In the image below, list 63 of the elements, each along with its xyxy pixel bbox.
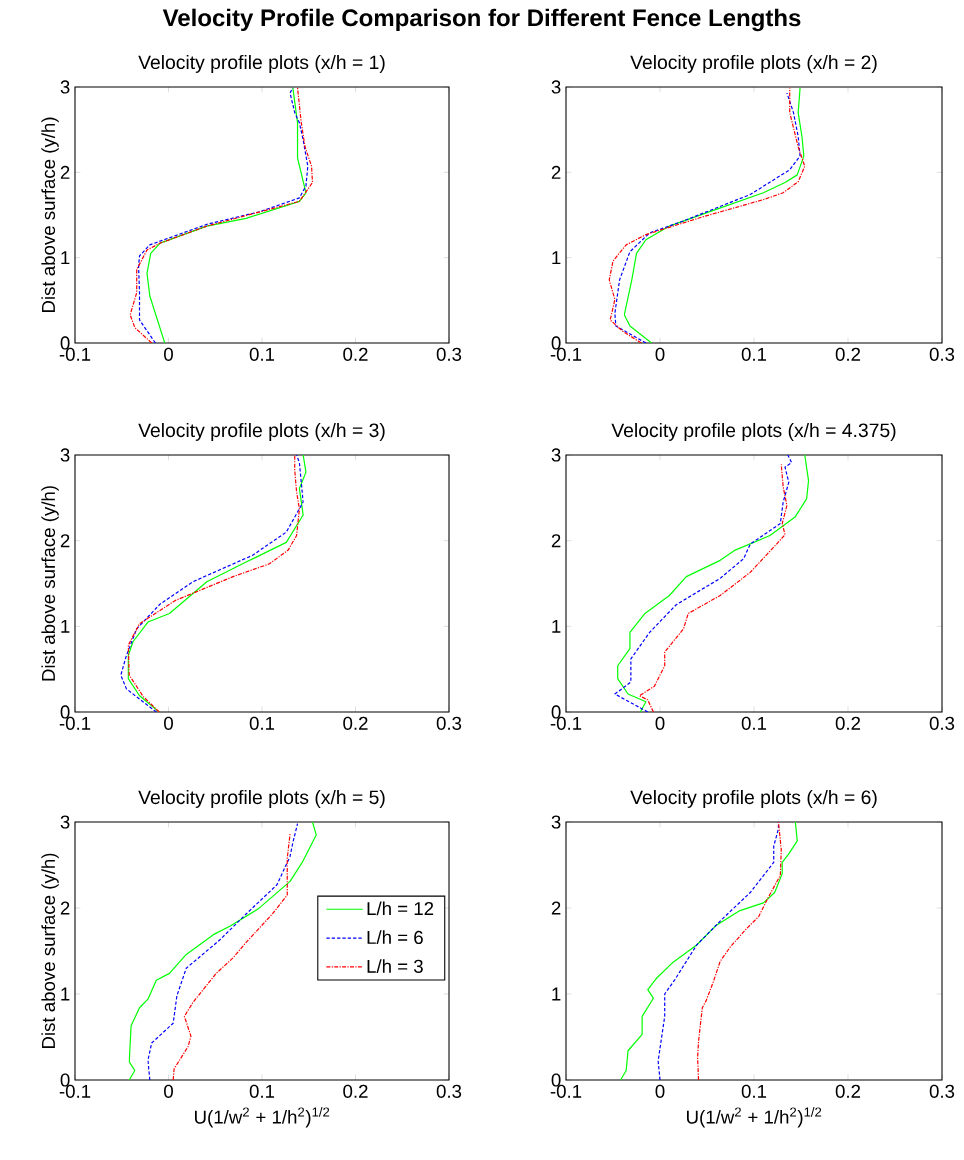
- x-tick-label: 0.1: [741, 1084, 767, 1098]
- chart-title: Velocity profile plots (x/h = 5): [138, 789, 385, 808]
- x-tick-label: 0.3: [436, 347, 462, 361]
- chart-title: Velocity profile plots (x/h = 4.375): [611, 422, 896, 441]
- y-tick-label: 1: [61, 619, 70, 633]
- y-tick-label: 1: [552, 251, 561, 265]
- y-axis-title: Dist above surface (y/h): [41, 486, 59, 681]
- x-axis-title: U(1/w$^{2}$ + 1/h$^{2}$)$^{1/2}$: [687, 1107, 822, 1128]
- x-tick-label: 0.3: [436, 716, 462, 730]
- x-tick-label: 0.3: [436, 1084, 462, 1098]
- y-tick-label: 3: [551, 448, 561, 462]
- y-tick-label: 2: [551, 534, 561, 548]
- x-tick-label: 0.1: [741, 347, 767, 361]
- y-tick-label: 3: [551, 815, 561, 829]
- x-tick-label: 0: [164, 1084, 173, 1098]
- x-tick-label: 0.2: [343, 1084, 368, 1098]
- x-tick-label: 0: [164, 716, 173, 730]
- y-tick-label: 2: [551, 901, 561, 915]
- line-series: [147, 823, 299, 1080]
- y-tick-label: 2: [60, 165, 70, 179]
- chart-title: Velocity profile plots (x/h = 3): [138, 422, 385, 441]
- x-tick-label: 0: [655, 1084, 665, 1098]
- x-tick-label: 0.3: [929, 1084, 955, 1098]
- line-series: [619, 822, 798, 1080]
- y-tick-label: 1: [61, 987, 70, 1001]
- y-axis-title: Dist above surface (y/h): [41, 853, 59, 1049]
- y-tick-label: 2: [60, 901, 70, 915]
- legend-label: L/h = 3: [367, 959, 423, 973]
- x-tick-label: 0.2: [835, 716, 861, 730]
- y-tick-label: 1: [552, 619, 561, 633]
- x-tick-label: 0.1: [249, 1084, 275, 1098]
- y-tick-label: 2: [60, 534, 70, 548]
- x-tick-label: 0: [655, 347, 665, 361]
- x-tick-label: 0.2: [835, 347, 861, 361]
- x-tick-label: 0.1: [741, 716, 767, 730]
- line-series: [697, 822, 782, 1080]
- y-tick-label: 1: [552, 987, 561, 1001]
- legend-label: L/h = 6: [367, 930, 423, 945]
- y-tick-label: 3: [60, 448, 70, 462]
- x-tick-label: 0.2: [343, 347, 368, 361]
- y-tick-label: 2: [551, 165, 561, 179]
- line-series: [172, 833, 291, 1080]
- x-tick-label: 0.1: [249, 347, 275, 361]
- chart-title: Velocity profile plots (x/h = 2): [630, 54, 877, 73]
- x-tick-label: 0.3: [929, 716, 955, 730]
- y-tick-label: 3: [551, 80, 561, 94]
- x-tick-label: 0.1: [249, 716, 275, 730]
- x-tick-label: 0.3: [929, 347, 955, 361]
- x-tick-label: 0.2: [343, 716, 368, 730]
- x-tick-label: 0.2: [835, 1084, 861, 1098]
- y-tick-label: 3: [60, 815, 70, 829]
- text: Velocity Profile Comparison for Different Fence Lengths: [162, 8, 801, 32]
- x-axis-title: U(1/w$^{2}$ + 1/h$^{2}$)$^{1/2}$: [195, 1107, 330, 1128]
- x-tick-label: 0: [655, 716, 665, 730]
- y-axis-title: Dist above surface (y/h): [41, 117, 59, 313]
- x-tick-label: 0: [164, 347, 173, 361]
- y-tick-label: 1: [61, 251, 70, 265]
- legend-label: L/h = 12: [367, 901, 434, 916]
- chart-title: Velocity profile plots (x/h = 6): [630, 789, 877, 808]
- line-series: [128, 822, 317, 1080]
- y-tick-label: 3: [60, 80, 70, 94]
- line-series: [638, 463, 788, 712]
- chart-title: Velocity profile plots (x/h = 1): [138, 54, 385, 73]
